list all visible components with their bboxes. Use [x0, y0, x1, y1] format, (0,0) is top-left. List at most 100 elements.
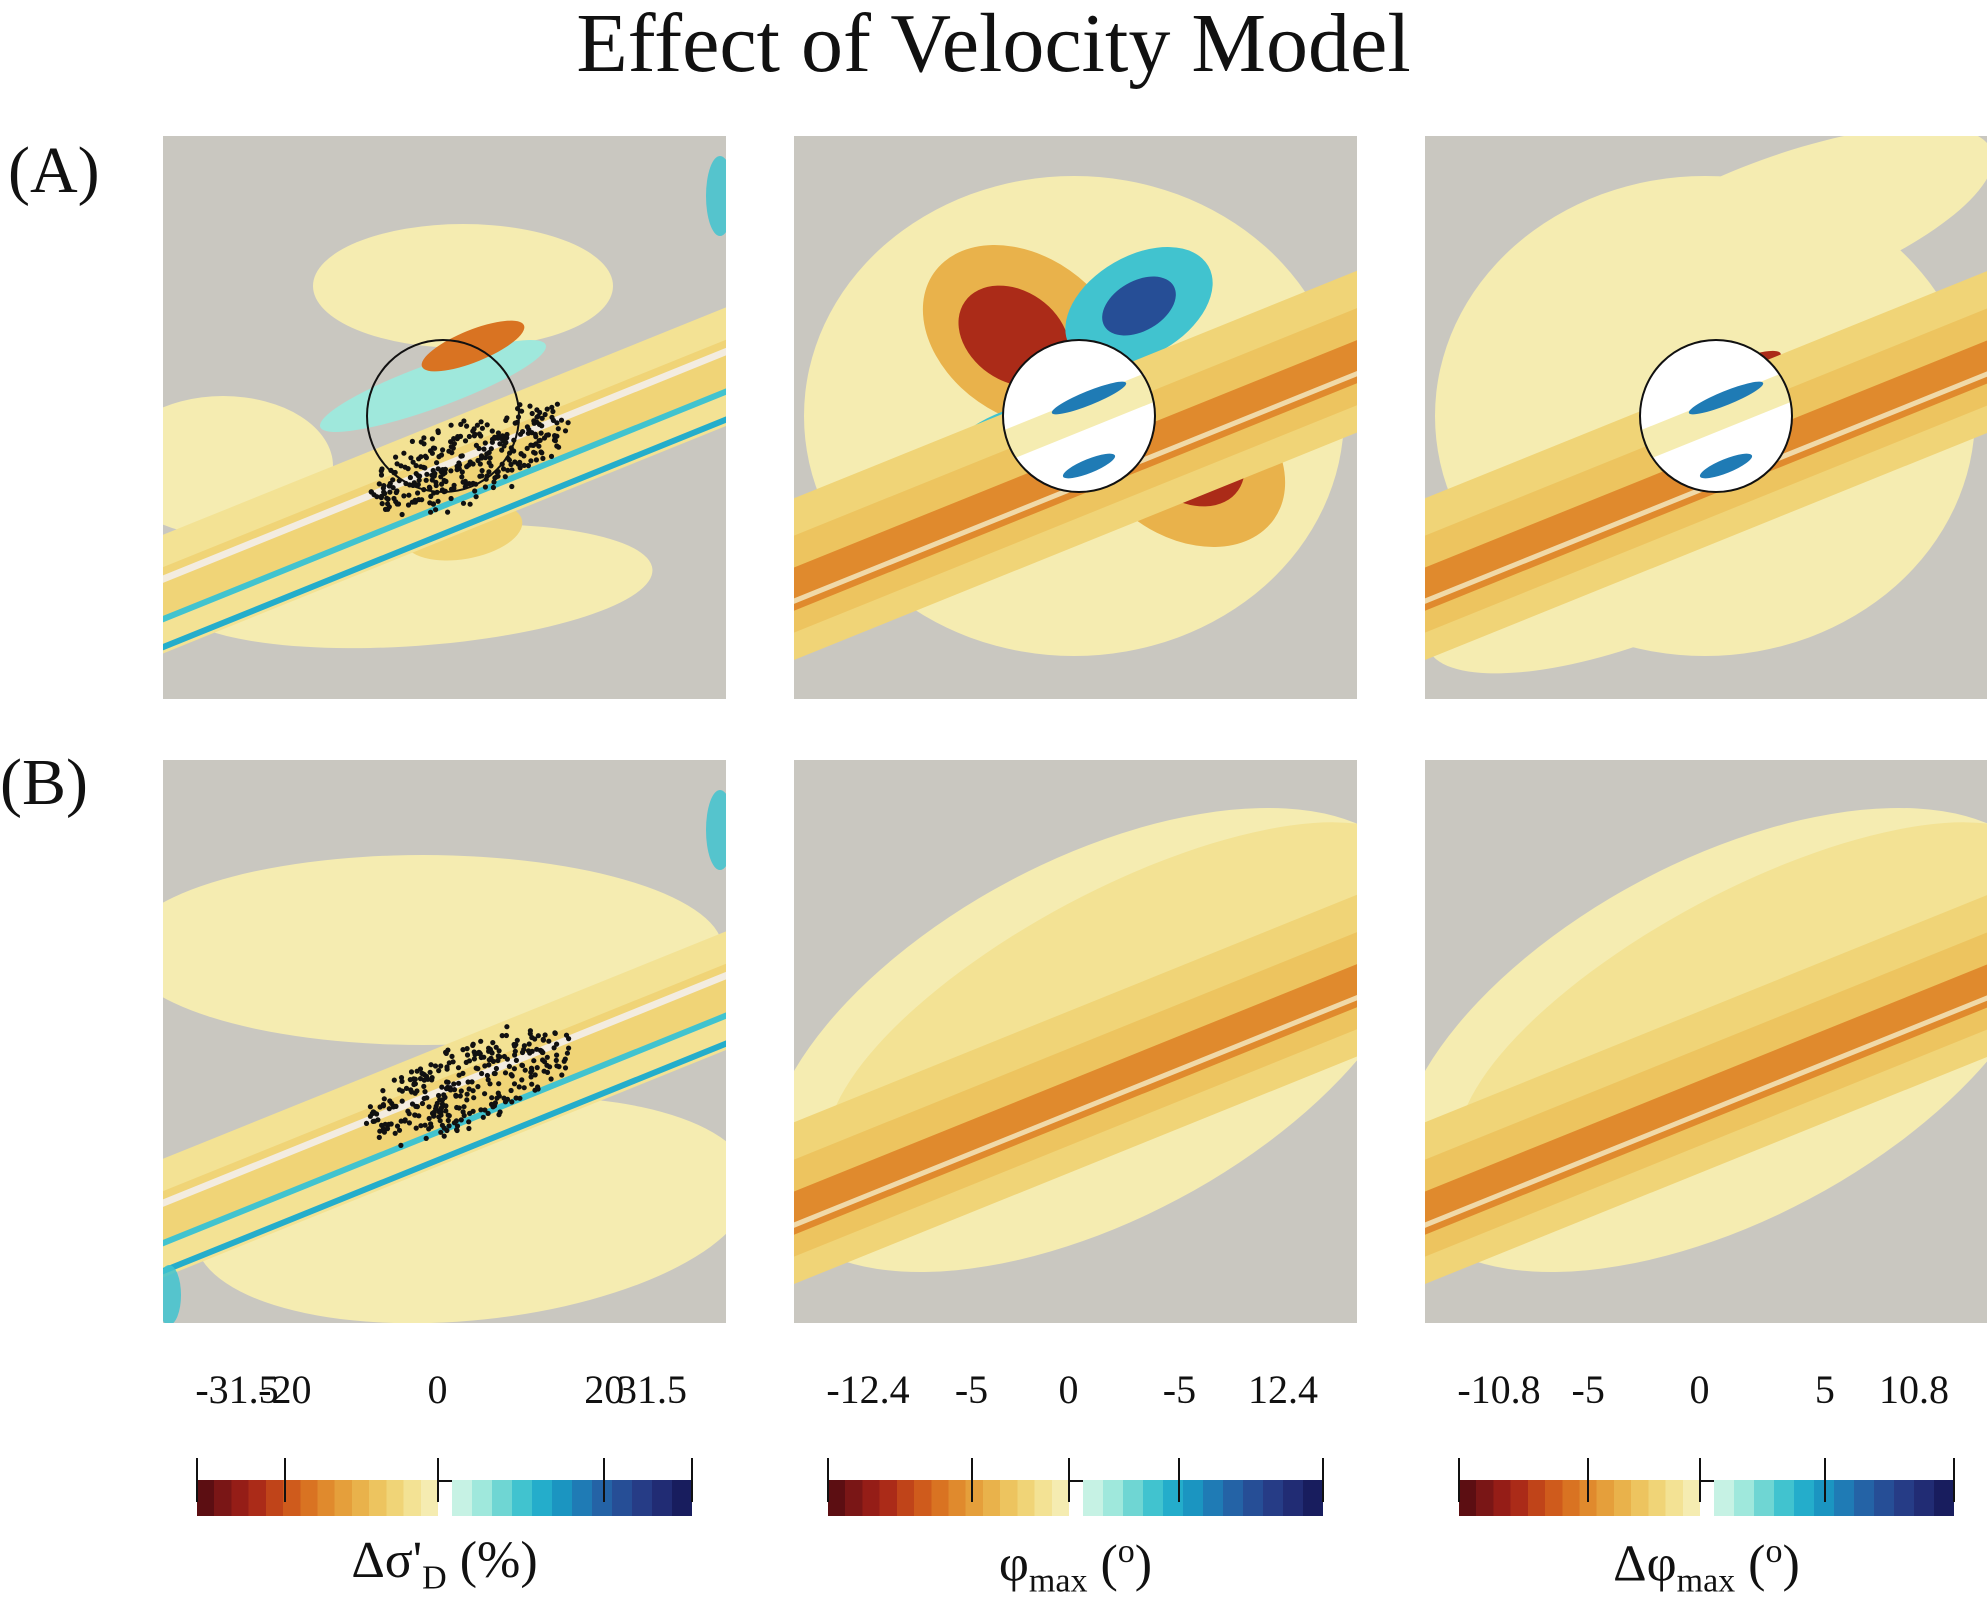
event-dot: [434, 1100, 440, 1106]
event-dot: [524, 424, 530, 430]
event-dot: [462, 438, 469, 444]
event-dot: [554, 1041, 560, 1047]
event-dot: [467, 501, 473, 507]
event-dot: [528, 1065, 535, 1071]
event-dot: [526, 1041, 532, 1047]
event-dot: [556, 444, 562, 450]
colorbar-negative-scale: [197, 1480, 438, 1516]
event-dot: [382, 1121, 388, 1127]
event-dot: [451, 1087, 458, 1093]
event-dot: [492, 434, 498, 440]
event-dot: [429, 436, 435, 442]
event-dot: [517, 459, 523, 465]
event-dot: [376, 1134, 382, 1140]
event-dot: [466, 1119, 472, 1125]
event-dot: [521, 1085, 527, 1091]
heatmap-svg: [1425, 136, 1987, 699]
event-dot: [478, 1038, 484, 1044]
event-dot: [486, 449, 492, 456]
event-dot: [463, 1059, 469, 1065]
event-dot: [489, 428, 495, 434]
event-dot: [408, 455, 414, 461]
event-dot: [407, 1077, 413, 1083]
event-dot: [396, 1127, 403, 1133]
event-dot: [487, 1081, 493, 1087]
event-dot: [519, 408, 525, 414]
event-dot: [422, 453, 428, 459]
event-dot: [485, 1077, 491, 1083]
event-dot: [512, 459, 518, 465]
event-dot: [448, 468, 454, 474]
colorbar-tick-label: 12.4: [1248, 1367, 1318, 1412]
event-dot: [412, 1112, 418, 1118]
fault-band-stripe-cyan: [163, 334, 726, 678]
event-dot: [461, 1104, 467, 1110]
event-dot: [482, 1107, 488, 1113]
event-dot: [562, 1065, 569, 1071]
event-dot: [486, 1062, 492, 1068]
cyan-patch: [319, 340, 547, 432]
event-dot: [399, 1078, 405, 1084]
colorbar-tick-mark: [1067, 1458, 1070, 1502]
event-dot: [548, 1076, 554, 1082]
event-dot: [414, 1104, 420, 1110]
event-dot: [554, 401, 560, 407]
event-dot: [536, 421, 542, 427]
event-dot: [393, 454, 399, 460]
event-dot: [450, 445, 456, 451]
event-dot: [531, 449, 537, 455]
event-dot: [512, 1052, 518, 1058]
event-dot: [480, 1114, 486, 1120]
event-dot: [434, 460, 440, 466]
event-dot: [533, 457, 539, 463]
event-dot: [399, 511, 405, 518]
panel-b-stress: [163, 760, 726, 1323]
event-dot: [506, 1063, 512, 1069]
colorbar-label: Δφmax (o): [1613, 1533, 1800, 1600]
event-dot: [518, 451, 524, 457]
event-dot: [486, 469, 492, 475]
event-dot: [475, 457, 481, 464]
event-dot: [544, 1054, 550, 1060]
event-dot: [502, 1070, 509, 1076]
colorbar-tick-label: 20: [584, 1367, 625, 1412]
event-dot: [467, 1110, 473, 1116]
event-dot: [464, 1046, 470, 1052]
event-dot: [497, 441, 503, 447]
event-dot: [479, 468, 485, 474]
event-dot: [513, 1057, 519, 1063]
event-dot: [385, 501, 391, 507]
interior-band: [1002, 373, 1156, 459]
event-dot: [531, 1058, 537, 1064]
event-dot: [440, 447, 446, 453]
event-cloud: [363, 1024, 572, 1148]
panel-b-phimax: [794, 760, 1357, 1323]
event-dot: [559, 1072, 565, 1078]
event-dot: [419, 497, 425, 503]
event-dot: [455, 434, 461, 440]
event-dot: [513, 1095, 519, 1101]
event-dot: [412, 497, 418, 503]
circle-outline: [366, 339, 520, 493]
event-dot: [470, 461, 476, 467]
event-dot: [544, 1062, 550, 1068]
event-dot: [414, 1068, 420, 1074]
event-dot: [390, 1104, 396, 1110]
event-dot: [421, 1083, 427, 1089]
event-dot: [456, 1080, 462, 1086]
event-dot: [476, 1050, 483, 1056]
event-dot: [471, 1095, 477, 1101]
event-dot: [509, 467, 515, 473]
event-dot: [495, 473, 501, 479]
event-dot: [441, 1092, 447, 1098]
event-dot: [408, 1087, 414, 1093]
event-dot: [459, 474, 465, 480]
event-dot: [465, 1079, 471, 1085]
event-dot: [421, 441, 427, 447]
event-dot: [478, 1054, 484, 1061]
heatmap-field: [794, 808, 1357, 1323]
event-dot: [493, 1044, 499, 1050]
event-dot: [552, 438, 558, 444]
event-dot: [426, 484, 432, 490]
event-dot: [405, 466, 411, 472]
